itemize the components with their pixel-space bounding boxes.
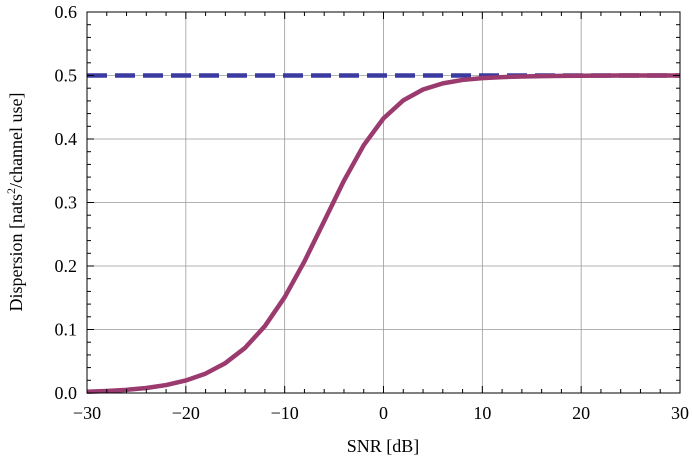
x-tick-label: −30 [73,403,101,423]
y-tick-label: 0.3 [55,193,78,213]
y-axis-label-prefix: Dispersion [nats [6,194,26,311]
y-tick-label: 0.5 [55,66,78,86]
y-axis-label-suffix: /channel use] [6,93,26,188]
y-tick-label: 0.4 [55,129,78,149]
y-tick-label: 0.1 [55,320,78,340]
y-tick-label: 0.6 [55,2,78,22]
x-axis-label: SNR [dB] [347,436,420,456]
x-tick-label: 0 [379,403,388,423]
x-tick-label: 30 [671,403,689,423]
y-axis-label-superscript: 2 [4,188,18,194]
x-tick-label: −10 [271,403,299,423]
x-tick-label: 20 [572,403,590,423]
x-tick-label: 10 [473,403,491,423]
series-layer [86,73,680,394]
y-tick-label: 0.2 [55,256,78,276]
series-line-solid [86,73,680,394]
y-axis-label: Dispersion [nats2/channel use] [4,93,26,312]
ticks: −30 −20 −10 0 10 20 30 0.0 0.1 0.2 0.3 0.4 0.5 0.6 [55,2,690,423]
y-tick-label: 0.0 [55,383,78,403]
grid [86,11,681,394]
x-tick-label: −20 [172,403,200,423]
